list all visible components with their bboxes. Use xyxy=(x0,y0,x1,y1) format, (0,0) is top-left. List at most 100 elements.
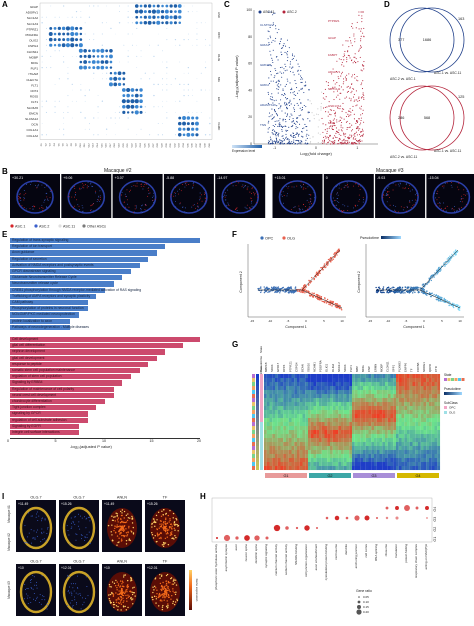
heatmap-cell xyxy=(368,462,372,467)
brain-slice xyxy=(170,180,208,214)
cell-dot xyxy=(224,194,226,196)
heatmap-cell xyxy=(387,446,391,451)
heatmap-cell xyxy=(409,422,413,427)
heatmap-cell xyxy=(374,446,377,451)
volcano-point xyxy=(339,142,341,145)
expression-dot xyxy=(130,99,135,104)
volcano-point xyxy=(323,139,325,141)
volcano-point xyxy=(274,130,276,132)
heatmap-cell xyxy=(387,386,391,391)
heatmap-cell xyxy=(396,466,399,471)
heatmap-cell xyxy=(269,378,273,383)
expression-dot xyxy=(97,111,99,113)
cell-point xyxy=(327,258,330,261)
expression-dot xyxy=(88,60,91,64)
heatmap-cell xyxy=(431,454,435,459)
cluster-label: C1 xyxy=(41,143,43,147)
volcano-point xyxy=(297,104,299,106)
heatmap-cell xyxy=(387,374,391,379)
volcano-point xyxy=(282,88,284,90)
expression-dot xyxy=(139,88,143,92)
annotation-row-label: Pseudotime xyxy=(259,356,263,372)
heatmap-cell xyxy=(437,458,441,463)
cell-dot xyxy=(402,209,404,211)
heatmap-cell xyxy=(346,458,350,463)
cell-dot xyxy=(42,539,44,541)
x-tick-label: 5 xyxy=(323,319,325,323)
expression-dot xyxy=(79,38,83,41)
cell-dot xyxy=(451,186,453,188)
heatmap-cell xyxy=(396,386,399,391)
cell-dot xyxy=(90,182,92,184)
volcano-point xyxy=(281,76,283,78)
heatmap-cell xyxy=(349,450,353,455)
volcano-point xyxy=(273,116,275,118)
heatmap-cell xyxy=(310,418,314,423)
expression-dot xyxy=(134,110,139,115)
heatmap-cell xyxy=(302,438,306,443)
heatmap-cell xyxy=(319,394,322,399)
expression-dot xyxy=(191,127,195,131)
volcano-point xyxy=(327,111,329,113)
heatmap-cell xyxy=(360,466,364,471)
expression-pixel xyxy=(127,517,130,519)
heatmap-cell xyxy=(280,406,284,411)
volcano-point xyxy=(329,135,331,138)
gene-annotation: CLSTN2 xyxy=(260,23,272,27)
heatmap-cell xyxy=(379,382,383,387)
volcano-point xyxy=(288,118,290,120)
heatmap-cell xyxy=(338,426,342,431)
volcano-point xyxy=(279,71,281,73)
volcano-point xyxy=(267,11,269,13)
heatmap-cell xyxy=(420,466,424,471)
expression-dot xyxy=(130,104,135,109)
heatmap-cell xyxy=(299,422,303,427)
heatmap-cell xyxy=(382,394,386,399)
cell-dot xyxy=(456,181,458,183)
expression-dot xyxy=(205,89,206,91)
volcano-point xyxy=(274,109,276,112)
expression-dot xyxy=(160,15,165,19)
cell-dot xyxy=(50,190,52,192)
volcano-point xyxy=(317,108,319,110)
volcano-point xyxy=(363,65,365,67)
heatmap-cell xyxy=(393,450,397,455)
cell-dot xyxy=(87,516,89,518)
volcano-point xyxy=(282,135,284,137)
volcano-point xyxy=(339,142,341,144)
heatmap-cell xyxy=(310,394,314,399)
expression-pixel xyxy=(121,534,123,537)
volcano-point xyxy=(286,107,288,109)
expression-dot xyxy=(41,55,43,58)
heatmap-cell xyxy=(305,466,309,471)
cell-point xyxy=(428,281,430,283)
heatmap-cell xyxy=(426,442,430,447)
cell-dot xyxy=(17,195,19,197)
volcano-point xyxy=(291,125,293,127)
cell-dot xyxy=(37,180,39,182)
slice-outline xyxy=(67,180,106,214)
volcano-point xyxy=(353,35,355,37)
heatmap-cell xyxy=(321,390,325,395)
expression-dot xyxy=(174,38,177,41)
cell-dot xyxy=(41,531,43,533)
heatmap-cell xyxy=(305,458,309,463)
panel-d-letter: D xyxy=(384,0,390,9)
legend-swatch xyxy=(461,378,465,381)
cell-point xyxy=(270,286,273,289)
cell-dot xyxy=(437,186,439,188)
heatmap-cell xyxy=(393,418,397,423)
legend-swatch xyxy=(282,236,286,240)
heatmap-cell xyxy=(327,394,331,399)
heatmap-cell xyxy=(429,426,432,431)
volcano-point xyxy=(335,132,337,134)
volcano-point xyxy=(317,142,319,144)
heatmap-cell xyxy=(354,434,358,439)
cell-point xyxy=(452,255,455,257)
cell-point xyxy=(332,301,335,303)
x-tick-label: 1 xyxy=(356,146,358,150)
heatmap-cell xyxy=(390,414,394,419)
x-tick-label: 5 xyxy=(54,439,57,444)
cell-dot xyxy=(464,194,466,196)
volcano-point xyxy=(277,133,279,136)
